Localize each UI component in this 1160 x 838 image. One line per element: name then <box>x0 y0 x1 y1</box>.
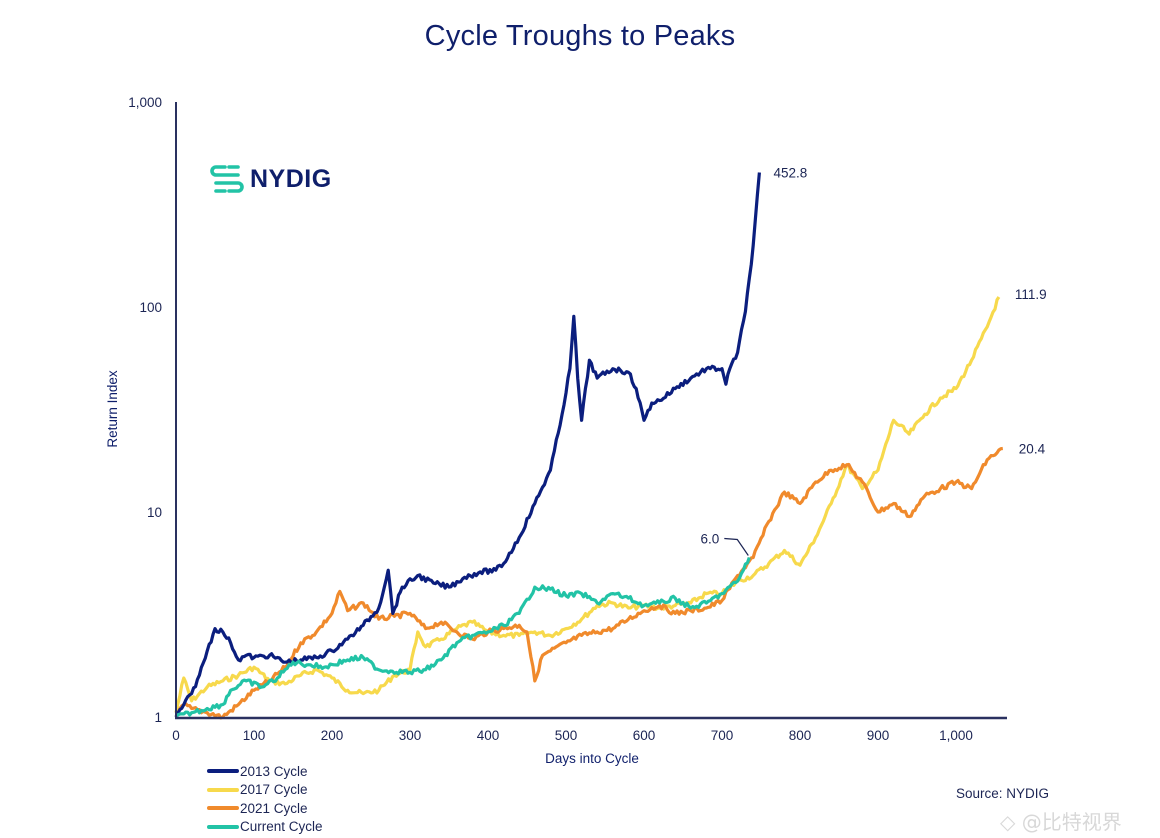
legend-swatch <box>207 787 239 792</box>
x-tick-label: 200 <box>321 728 344 743</box>
y-axis-label: Return Index <box>105 370 120 448</box>
legend-swatch <box>207 824 239 829</box>
legend-item: Current Cycle <box>207 818 323 837</box>
x-tick-labels: 0 100 200 300 400 500 600 700 800 900 1,000 <box>172 728 973 743</box>
x-axis-label: Days into Cycle <box>545 751 639 766</box>
series-line-2013-cycle <box>174 172 761 718</box>
series-line-2021-cycle <box>174 446 1003 720</box>
nydig-logo: NYDIG <box>210 164 332 194</box>
x-tick-label: 600 <box>633 728 656 743</box>
nydig-logo-icon <box>210 165 244 193</box>
x-tick-label: 100 <box>243 728 266 743</box>
legend: 2013 Cycle 2017 Cycle 2021 Cycle Current Cy… <box>207 762 323 836</box>
series-line-2017-cycle <box>174 296 1001 714</box>
y-tick-labels: 1 10 100 1,000 <box>128 95 162 725</box>
legend-swatch <box>207 806 239 811</box>
y-tick-label: 100 <box>139 300 162 315</box>
watermark: ◇ @比特视界 <box>1000 810 1122 834</box>
y-tick-label: 1 <box>154 710 162 725</box>
series-line-current-cycle <box>174 556 751 719</box>
x-tick-label: 500 <box>555 728 578 743</box>
x-tick-label: 0 <box>172 728 180 743</box>
legend-item: 2017 Cycle <box>207 781 323 800</box>
logo-text: NYDIG <box>250 164 332 193</box>
legend-item: 2013 Cycle <box>207 762 323 781</box>
x-tick-label: 800 <box>789 728 812 743</box>
legend-item: 2021 Cycle <box>207 799 323 818</box>
end-label: 6.0 <box>701 531 720 546</box>
end-labels: 452.8 111.9 20.4 6.0 <box>701 166 1047 556</box>
annotation-leader-line <box>724 537 749 556</box>
end-label: 452.8 <box>773 166 807 181</box>
end-label: 111.9 <box>1015 287 1047 302</box>
y-tick-label: 10 <box>147 505 162 520</box>
legend-label: Current Cycle <box>240 819 323 835</box>
series-lines <box>174 172 1003 720</box>
x-tick-label: 400 <box>477 728 500 743</box>
x-tick-label: 700 <box>711 728 734 743</box>
x-tick-label: 1,000 <box>939 728 973 743</box>
x-tick-label: 300 <box>399 728 422 743</box>
chart-title: Cycle Troughs to Peaks <box>424 20 736 52</box>
x-tick-label: 900 <box>867 728 890 743</box>
legend-label: 2017 Cycle <box>240 782 308 798</box>
source-note: Source: NYDIG <box>956 786 1050 801</box>
legend-swatch <box>207 769 239 774</box>
legend-label: 2013 Cycle <box>240 763 308 779</box>
legend-label: 2021 Cycle <box>240 800 308 816</box>
y-tick-label: 1,000 <box>128 95 162 110</box>
end-label: 20.4 <box>1019 442 1046 457</box>
